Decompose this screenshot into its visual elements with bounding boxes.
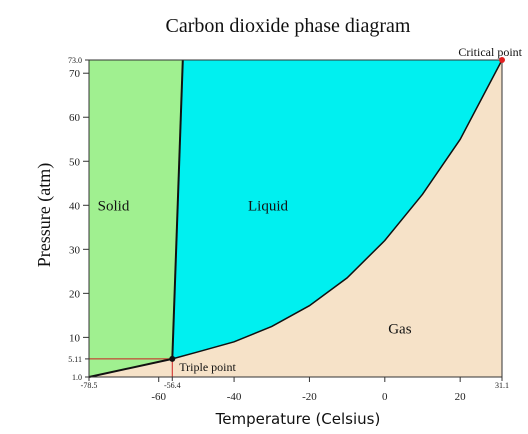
x-special-tick-label: -56.4 (164, 381, 181, 390)
y-tick-label: 50 (69, 156, 81, 168)
triple-point-marker (169, 355, 176, 362)
x-axis-ticks: -60 -40 -20 0 20 -78.5 -56.4 31.1 (81, 377, 509, 403)
liquid-region (172, 60, 503, 359)
y-axis-ticks: 10 20 30 40 50 60 70 1.0 5.11 73.0 (68, 56, 89, 382)
y-special-tick-label: 1.0 (72, 373, 82, 382)
vaporization-curve (172, 59, 503, 360)
melting-curve (171, 59, 184, 359)
gas-region (89, 60, 502, 377)
chart-title: Carbon dioxide phase diagram (166, 15, 411, 37)
x-tick-label: 0 (382, 391, 388, 403)
liquid-region-label: Liquid (248, 198, 288, 214)
gas-region-label: Gas (388, 322, 411, 338)
y-special-tick-label: 73.0 (68, 56, 82, 65)
y-special-tick-label: 5.11 (68, 355, 82, 364)
x-axis-label: Temperature (Celsius) (215, 410, 381, 428)
x-special-tick-label: 31.1 (495, 381, 509, 390)
critical-point-label: Critical point (458, 45, 522, 59)
y-tick-label: 30 (69, 244, 81, 256)
y-tick-label: 10 (69, 332, 81, 344)
y-tick-label: 20 (69, 288, 81, 300)
x-tick-label: -20 (302, 391, 317, 403)
x-tick-label: -40 (227, 391, 242, 403)
y-tick-label: 60 (69, 112, 81, 124)
x-special-tick-label: -78.5 (81, 381, 98, 390)
y-tick-label: 40 (69, 200, 81, 212)
triple-point-label: Triple point (179, 360, 236, 374)
x-tick-label: -60 (151, 391, 166, 403)
sublimation-curve (88, 357, 173, 378)
y-axis-label: Pressure (atm) (34, 163, 55, 267)
critical-point-marker (499, 57, 505, 63)
solid-region (89, 60, 183, 377)
solid-region-label: Solid (98, 198, 130, 214)
y-tick-label: 70 (69, 68, 81, 80)
plot-frame (88, 59, 503, 378)
x-tick-label: 20 (455, 391, 467, 403)
